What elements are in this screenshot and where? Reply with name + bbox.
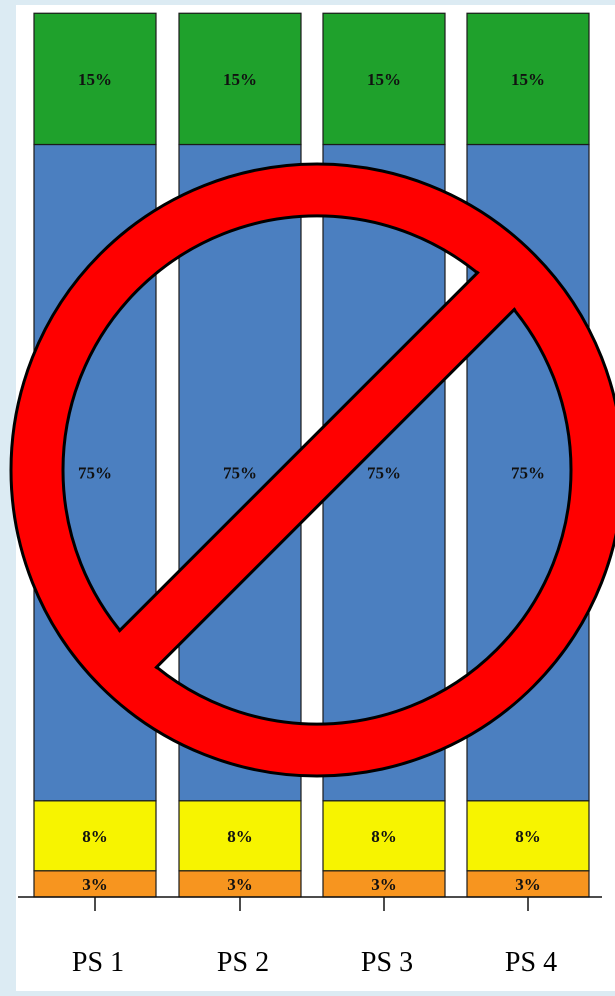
no-symbol-ring — [9, 162, 615, 778]
data-label: 3% — [82, 875, 108, 894]
data-label: 75% — [367, 464, 401, 483]
x-tick-label: PS 3 — [361, 947, 413, 978]
data-label: 8% — [371, 827, 397, 846]
bar-segment — [466, 12, 590, 146]
data-label: 8% — [227, 827, 253, 846]
data-label: 3% — [371, 875, 397, 894]
bar-segment — [322, 800, 446, 872]
data-label: 75% — [78, 464, 112, 483]
data-label: 15% — [78, 70, 112, 89]
data-label: 15% — [511, 70, 545, 89]
data-label: 8% — [515, 827, 541, 846]
bar-segment — [466, 800, 590, 872]
bars-group: 3% 8% 75% 15% 3% 8% 75% 15% 3% 8% 75% 15% 3% 8% 75% 15% — [33, 12, 590, 898]
data-label: 15% — [367, 70, 401, 89]
x-tick-label: PS 2 — [217, 947, 269, 978]
data-label: 3% — [227, 875, 253, 894]
bar-segment — [178, 870, 302, 898]
data-label: 8% — [82, 827, 108, 846]
data-label: 3% — [515, 875, 541, 894]
bar-segment — [178, 800, 302, 872]
x-tick-label: PS 4 — [505, 947, 557, 978]
x-tick-label: PS 1 — [72, 947, 124, 978]
no-symbol-icon — [9, 162, 615, 778]
bar-segment — [178, 12, 302, 146]
bar-segment — [33, 12, 157, 146]
bar-segment — [33, 800, 157, 872]
data-label: 75% — [223, 464, 257, 483]
bar-segment — [322, 870, 446, 898]
x-axis: PS 1 PS 2 PS 3 PS 4 — [18, 896, 602, 978]
data-label: 15% — [223, 70, 257, 89]
data-label: 75% — [511, 464, 545, 483]
bar-segment — [33, 870, 157, 898]
bar-segment — [322, 12, 446, 146]
